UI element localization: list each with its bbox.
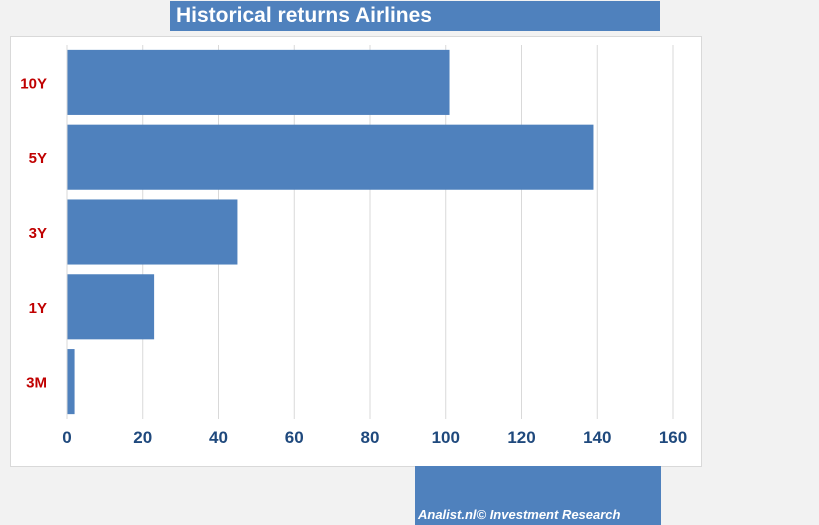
footer-banner: Analist.nl© Investment Research bbox=[415, 466, 661, 525]
x-tick-label: 100 bbox=[432, 428, 460, 447]
footer-credit: Analist.nl© Investment Research bbox=[418, 507, 621, 522]
x-tick-label: 80 bbox=[361, 428, 380, 447]
x-tick-label: 140 bbox=[583, 428, 611, 447]
x-tick-label: 40 bbox=[209, 428, 228, 447]
x-tick-label: 160 bbox=[659, 428, 687, 447]
bar bbox=[67, 49, 450, 115]
x-tick-label: 20 bbox=[133, 428, 152, 447]
category-label: 5Y bbox=[29, 150, 47, 167]
x-tick-label: 120 bbox=[507, 428, 535, 447]
bar bbox=[67, 124, 594, 190]
bar bbox=[67, 349, 75, 415]
chart-title-banner: Historical returns Airlines bbox=[170, 1, 660, 31]
bar bbox=[67, 274, 155, 340]
category-label: 1Y bbox=[29, 300, 47, 317]
category-label: 3Y bbox=[29, 225, 47, 242]
category-label: 3M bbox=[26, 375, 47, 392]
bar-chart: 0 20 40 60 80 100 120 140 160 10Y 5Y 3Y 1Y 3M bbox=[20, 45, 687, 447]
category-label: 10Y bbox=[20, 75, 47, 92]
bar bbox=[67, 199, 238, 265]
chart-title: Historical returns Airlines bbox=[176, 4, 432, 27]
x-tick-label: 0 bbox=[62, 428, 71, 447]
plot-area: 0 20 40 60 80 100 120 140 160 10Y 5Y 3Y 1Y 3M bbox=[10, 36, 702, 467]
x-tick-label: 60 bbox=[285, 428, 304, 447]
